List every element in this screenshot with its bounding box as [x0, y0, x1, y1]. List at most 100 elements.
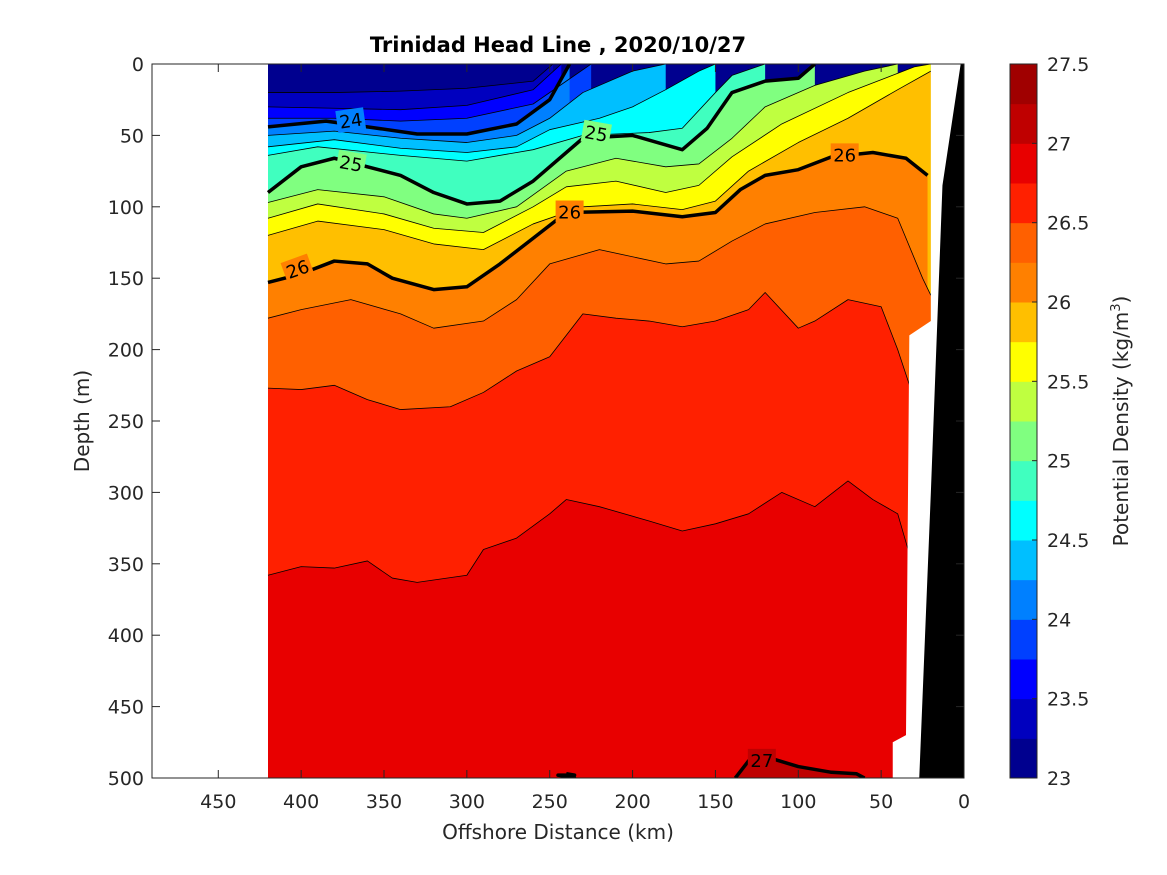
- x-tick-label: 200: [614, 791, 650, 813]
- colorbar-tick-label: 23: [1047, 768, 1071, 790]
- y-tick-label: 450: [108, 697, 144, 719]
- colorbar-tick-label: 25: [1047, 451, 1071, 473]
- x-tick-label: 450: [200, 791, 236, 813]
- y-tick-label: 150: [108, 268, 144, 290]
- colorbar-tick-label: 27: [1047, 133, 1071, 155]
- contour-label-bg: [280, 253, 315, 284]
- colorbar-swatch: [1010, 222, 1037, 263]
- colorbar-swatch: [1010, 381, 1037, 422]
- colorbar-swatch: [1010, 262, 1037, 303]
- contour-label-text: 25: [338, 152, 364, 177]
- x-tick-label: 150: [697, 791, 733, 813]
- y-axis-label: Depth (m): [70, 370, 94, 472]
- colorbar-swatch: [1010, 421, 1037, 462]
- contour-label-text: 26: [833, 145, 856, 166]
- x-tick-label: 100: [780, 791, 816, 813]
- isoline-25.5: [267, 64, 931, 233]
- colorbar-swatch: [1010, 64, 1037, 105]
- x-tick-label: 50: [869, 791, 893, 813]
- isoline-23.5: [267, 64, 562, 111]
- x-tick-label: 300: [449, 791, 485, 813]
- isoline-26.25: [267, 206, 932, 329]
- y-tick-label: 100: [108, 197, 144, 219]
- colorbar-tick-label: 26: [1047, 292, 1071, 314]
- contour-lines: [266, 64, 932, 778]
- colorbar-tick-label: 26.5: [1047, 213, 1089, 235]
- x-axis: 450 400 350 300 250 200 150 100 50 0: [200, 64, 970, 813]
- y-tick-label: 250: [108, 411, 144, 433]
- colorbar-swatch: [1010, 619, 1037, 660]
- colorbar-frame: [1009, 63, 1038, 779]
- contour-label-bg: [555, 200, 584, 223]
- y-tick-label: 400: [108, 625, 144, 647]
- colorbar-tick-label: 24: [1047, 609, 1071, 631]
- isoline-25: [266, 64, 816, 206]
- contour-label-0: 24: [335, 107, 367, 134]
- contour-label-4: 26: [555, 200, 584, 224]
- contour-label-2: 25: [580, 119, 612, 147]
- colorbar-swatch: [1010, 460, 1037, 501]
- colorbar-tick-label: 25.5: [1047, 371, 1089, 393]
- colorbar-swatch: [1010, 698, 1037, 739]
- x-axis-label: Offshore Distance (km): [442, 820, 674, 844]
- contour-label-5: 26: [830, 143, 859, 166]
- x-tick-label: 400: [283, 791, 319, 813]
- bathymetry-mask: [892, 64, 964, 778]
- contour-label-bg: [580, 119, 612, 147]
- y-tick-label: 500: [108, 768, 144, 790]
- isoline-26.75: [267, 480, 915, 583]
- colorbar-swatch: [1010, 143, 1037, 184]
- isoline-26.5: [267, 292, 915, 410]
- isoline-25.25: [267, 64, 898, 219]
- y-tick-label: 300: [108, 482, 144, 504]
- isoline-26: [267, 150, 929, 292]
- colorbar-swatch: [1010, 183, 1037, 224]
- colorbar-swatch: [1010, 659, 1037, 700]
- contour-label-6: 27: [747, 748, 776, 772]
- contour-label-text: 27: [750, 751, 773, 772]
- isoline-24.5: [267, 64, 716, 153]
- colorbar-swatch: [1010, 540, 1037, 581]
- x-tick-label: 0: [958, 791, 970, 813]
- colorbar-tick-label: 23.5: [1047, 689, 1089, 711]
- contour-label-text: 25: [583, 122, 609, 147]
- y-tick-label: 350: [108, 554, 144, 576]
- x-tick-label: 250: [532, 791, 568, 813]
- sea-floor: [919, 64, 964, 778]
- colorbar: 23 23.5 24 24.5 25 25.5 26 26.5 27 27.5: [1009, 54, 1089, 790]
- colorbar-label-superscript: 3: [1109, 303, 1124, 311]
- x-tick-label: 350: [366, 791, 402, 813]
- colorbar-tick-label: 27.5: [1047, 54, 1089, 76]
- colorbar-swatch: [1010, 738, 1037, 779]
- colorbar-swatch: [1010, 500, 1037, 541]
- colorbar-label: Potential Density (kg/m3): [1109, 296, 1133, 547]
- y-tick-label: 200: [108, 340, 144, 362]
- isoline-23.75: [268, 64, 592, 122]
- contour-label-bg: [747, 748, 776, 771]
- chart-title: Trinidad Head Line , 2020/10/27: [370, 33, 746, 57]
- density-field: [268, 64, 931, 778]
- contour-label-bg: [830, 143, 859, 166]
- isoline-24: [267, 64, 572, 136]
- colorbar-label-text: Potential Density (kg/m: [1109, 312, 1133, 547]
- colorbar-swatch: [1010, 302, 1037, 343]
- isoline-25.75: [267, 70, 932, 251]
- contour-label-text: 24: [338, 110, 364, 134]
- contour-label-bg: [335, 149, 367, 177]
- contour-label-text: 26: [558, 203, 581, 224]
- y-axis: 0 50 100 150 200 250 300 350 400 450 500: [108, 54, 964, 790]
- colorbar-swatch: [1010, 103, 1037, 144]
- colorbar-swatch: [1010, 579, 1037, 620]
- colorbar-label-close: ): [1109, 296, 1133, 304]
- isoline-23.25: [268, 64, 554, 93]
- isoline-27: [556, 771, 577, 778]
- contour-label-1: 25: [335, 149, 367, 177]
- isoline-24.25: [267, 64, 666, 143]
- colorbar-swatch: [1010, 341, 1037, 382]
- y-tick-label: 50: [120, 125, 144, 147]
- y-tick-label: 0: [132, 54, 144, 76]
- colorbar-tick-label: 24.5: [1047, 530, 1089, 552]
- contour-label-bg: [335, 107, 367, 133]
